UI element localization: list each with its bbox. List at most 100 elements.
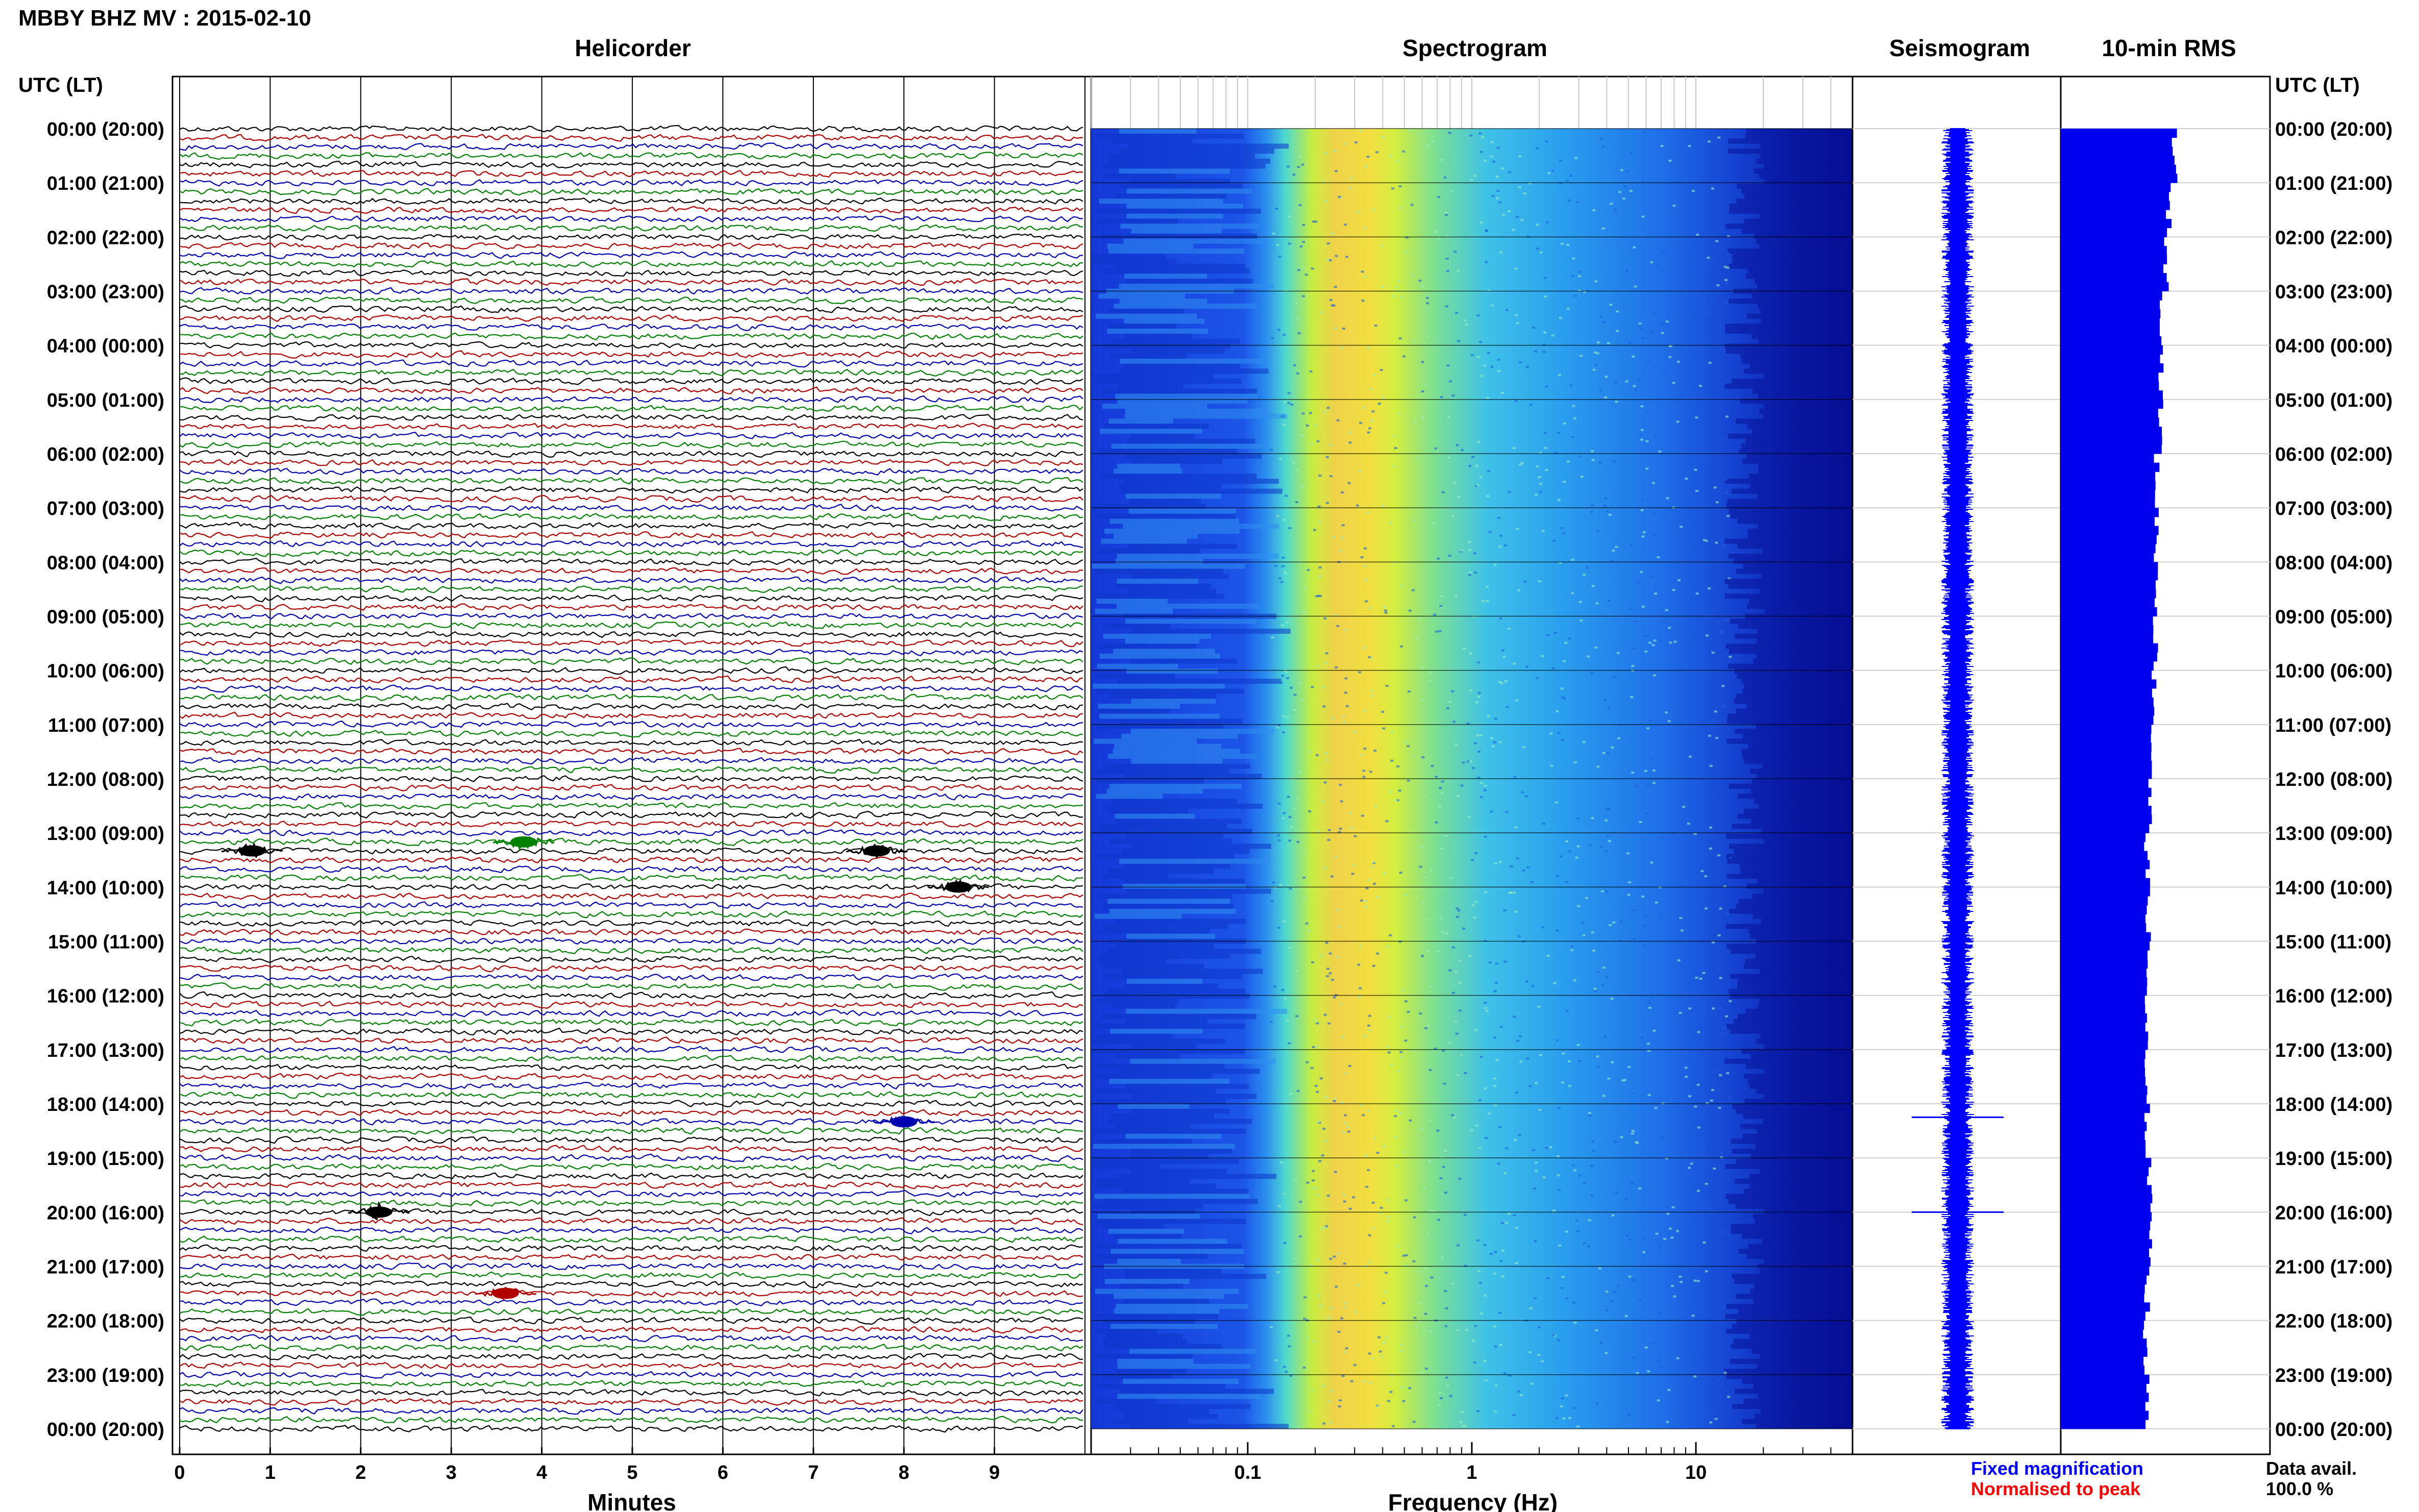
helicorder-trace	[179, 504, 1083, 512]
spectrogram-speckle	[1447, 456, 1451, 459]
helicorder-trace	[179, 1063, 1083, 1072]
spectrogram-speckle	[1378, 1212, 1382, 1214]
spectrogram-speckle	[1670, 1236, 1674, 1239]
spectrogram-streak	[1125, 454, 1262, 459]
spectrogram-speckle	[1696, 233, 1699, 236]
spectrogram-speckle	[1434, 231, 1438, 233]
spectrogram-speckle	[1455, 907, 1459, 910]
time-tick-label: 12:00 (08:00)	[47, 769, 164, 790]
rms-bar	[2061, 724, 2152, 734]
spectrogram-streak	[1107, 869, 1214, 874]
spectrogram-speckle	[1385, 820, 1389, 823]
spectrogram-speckle	[1435, 775, 1438, 778]
spectrogram-speckle	[1695, 639, 1698, 642]
spectrogram-speckle	[1381, 505, 1385, 507]
spectrogram-streak	[1736, 418, 1853, 424]
helicorder-trace	[179, 1009, 1083, 1018]
spectrogram-speckle	[1270, 449, 1273, 451]
spectrogram-speckle	[1440, 595, 1443, 598]
spectrogram-speckle	[1718, 1007, 1722, 1009]
spectrogram-speckle	[1452, 721, 1456, 723]
spectrogram-speckle	[1421, 416, 1425, 419]
spectrogram-speckle	[1609, 304, 1613, 306]
spectrogram-speckle	[1665, 609, 1668, 611]
spectrogram-speckle	[1530, 1382, 1534, 1385]
spectrogram-speckle	[1610, 998, 1614, 1000]
spectrogram-speckle	[1516, 322, 1519, 325]
rms-bar	[2061, 1049, 2145, 1059]
spectrogram-speckle	[1493, 563, 1497, 566]
spectrogram-speckle	[1344, 677, 1348, 680]
spectrogram-speckle	[1709, 764, 1713, 767]
spectrogram-speckle	[1596, 971, 1599, 973]
spectrogram-streak	[1763, 888, 1853, 894]
spectrogram-streak	[1725, 924, 1853, 929]
spectrogram-streak	[1092, 1129, 1246, 1134]
spectrogram-speckle	[1480, 782, 1484, 784]
spectrogram-speckle	[1408, 690, 1411, 693]
spectrogram-speckle	[1718, 1384, 1722, 1386]
spectrogram-speckle	[1697, 1126, 1700, 1129]
spectrogram-streak	[1748, 743, 1853, 749]
spectrogram-streak	[1102, 404, 1207, 409]
helicorder-trace	[179, 314, 1083, 323]
spectrogram-streak	[1131, 758, 1223, 764]
spectrogram-streak	[1748, 474, 1853, 479]
spectrogram-streak	[1747, 604, 1853, 609]
spectrogram-speckle	[1695, 592, 1699, 595]
helicorder-trace	[179, 206, 1083, 214]
spectrogram-speckle	[1646, 785, 1650, 787]
spectrogram-speckle	[1474, 1325, 1477, 1327]
rms-bar	[2061, 932, 2151, 941]
time-tick-label: 05:00 (01:00)	[47, 390, 164, 411]
spectrogram-speckle	[1278, 577, 1282, 580]
time-tick-label: 17:00 (13:00)	[2275, 1040, 2392, 1061]
spectrogram-speckle	[1362, 776, 1366, 778]
spectrogram-speckle	[1469, 652, 1472, 655]
spectrogram-speckle	[1396, 160, 1399, 162]
helicorder-trace	[179, 386, 1083, 394]
spectrogram-speckle	[1488, 961, 1492, 964]
spectrogram-streak	[1764, 404, 1853, 409]
spectrogram-speckle	[1537, 1005, 1541, 1008]
spectrogram-speckle	[1590, 504, 1594, 507]
spectrogram-speckle	[1601, 984, 1605, 987]
spectrogram-speckle	[1582, 934, 1586, 937]
spectrogram-speckle	[1270, 1326, 1273, 1329]
spectrogram-speckle	[1389, 522, 1393, 524]
spectrogram-speckle	[1595, 1402, 1599, 1405]
spectrogram-speckle	[1512, 1414, 1516, 1417]
helicorder-events	[221, 835, 989, 1302]
spectrogram-streak	[1120, 358, 1263, 364]
spectrogram-streak	[1758, 393, 1853, 399]
spectrogram-speckle	[1640, 571, 1643, 574]
spectrogram-speckle	[1321, 1227, 1324, 1230]
helicorder-trace	[179, 1334, 1083, 1343]
spectrogram-speckle	[1468, 955, 1471, 957]
helicorder-trace	[179, 423, 1083, 430]
spectrogram-speckle	[1325, 456, 1329, 458]
spectrogram-speckle	[1712, 794, 1716, 796]
spectrogram-streak	[1740, 354, 1853, 359]
spectrogram-speckle	[1331, 979, 1335, 981]
minute-tick-label: 6	[718, 1462, 728, 1483]
spectrogram-streak	[1749, 483, 1853, 489]
rms-bar	[2061, 291, 2162, 301]
spectrogram-speckle	[1458, 982, 1461, 984]
spectrogram-speckle	[1348, 431, 1352, 434]
spectrogram-streak	[1096, 794, 1163, 799]
spectrogram-speckle	[1679, 1275, 1682, 1278]
spectrogram-speckle	[1702, 539, 1706, 541]
spectrogram-speckle	[1374, 805, 1378, 808]
spectrogram-streak	[1095, 608, 1173, 614]
spectrogram-speckle	[1672, 382, 1675, 384]
spectrogram-speckle	[1515, 699, 1519, 702]
spectrogram-streak	[1125, 638, 1200, 644]
spectrogram-speckle	[1606, 807, 1609, 810]
spectrogram-speckle	[1632, 1356, 1636, 1359]
spectrogram-speckle	[1615, 401, 1618, 403]
spectrogram-streak	[1742, 458, 1853, 464]
spectrogram-speckle	[1292, 173, 1296, 176]
rms-bar	[2061, 1031, 2149, 1041]
spectrogram-speckle	[1409, 1119, 1412, 1122]
